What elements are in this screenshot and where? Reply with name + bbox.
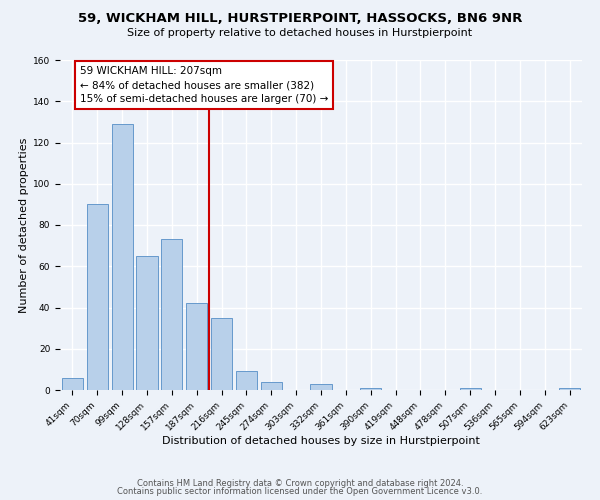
Bar	[559, 388, 580, 390]
Bar	[136, 256, 158, 390]
Bar	[112, 124, 133, 390]
X-axis label: Distribution of detached houses by size in Hurstpierpoint: Distribution of detached houses by size …	[162, 436, 480, 446]
Text: Contains public sector information licensed under the Open Government Licence v3: Contains public sector information licen…	[118, 487, 482, 496]
Bar	[87, 204, 108, 390]
Bar	[360, 388, 381, 390]
Text: 59 WICKHAM HILL: 207sqm
← 84% of detached houses are smaller (382)
15% of semi-d: 59 WICKHAM HILL: 207sqm ← 84% of detache…	[80, 66, 328, 104]
Bar	[211, 318, 232, 390]
Y-axis label: Number of detached properties: Number of detached properties	[19, 138, 29, 312]
Bar	[310, 384, 332, 390]
Text: Size of property relative to detached houses in Hurstpierpoint: Size of property relative to detached ho…	[127, 28, 473, 38]
Bar	[62, 378, 83, 390]
Bar	[460, 388, 481, 390]
Bar	[161, 240, 182, 390]
Bar	[236, 372, 257, 390]
Text: Contains HM Land Registry data © Crown copyright and database right 2024.: Contains HM Land Registry data © Crown c…	[137, 478, 463, 488]
Bar	[186, 304, 207, 390]
Bar	[261, 382, 282, 390]
Text: 59, WICKHAM HILL, HURSTPIERPOINT, HASSOCKS, BN6 9NR: 59, WICKHAM HILL, HURSTPIERPOINT, HASSOC…	[78, 12, 522, 26]
